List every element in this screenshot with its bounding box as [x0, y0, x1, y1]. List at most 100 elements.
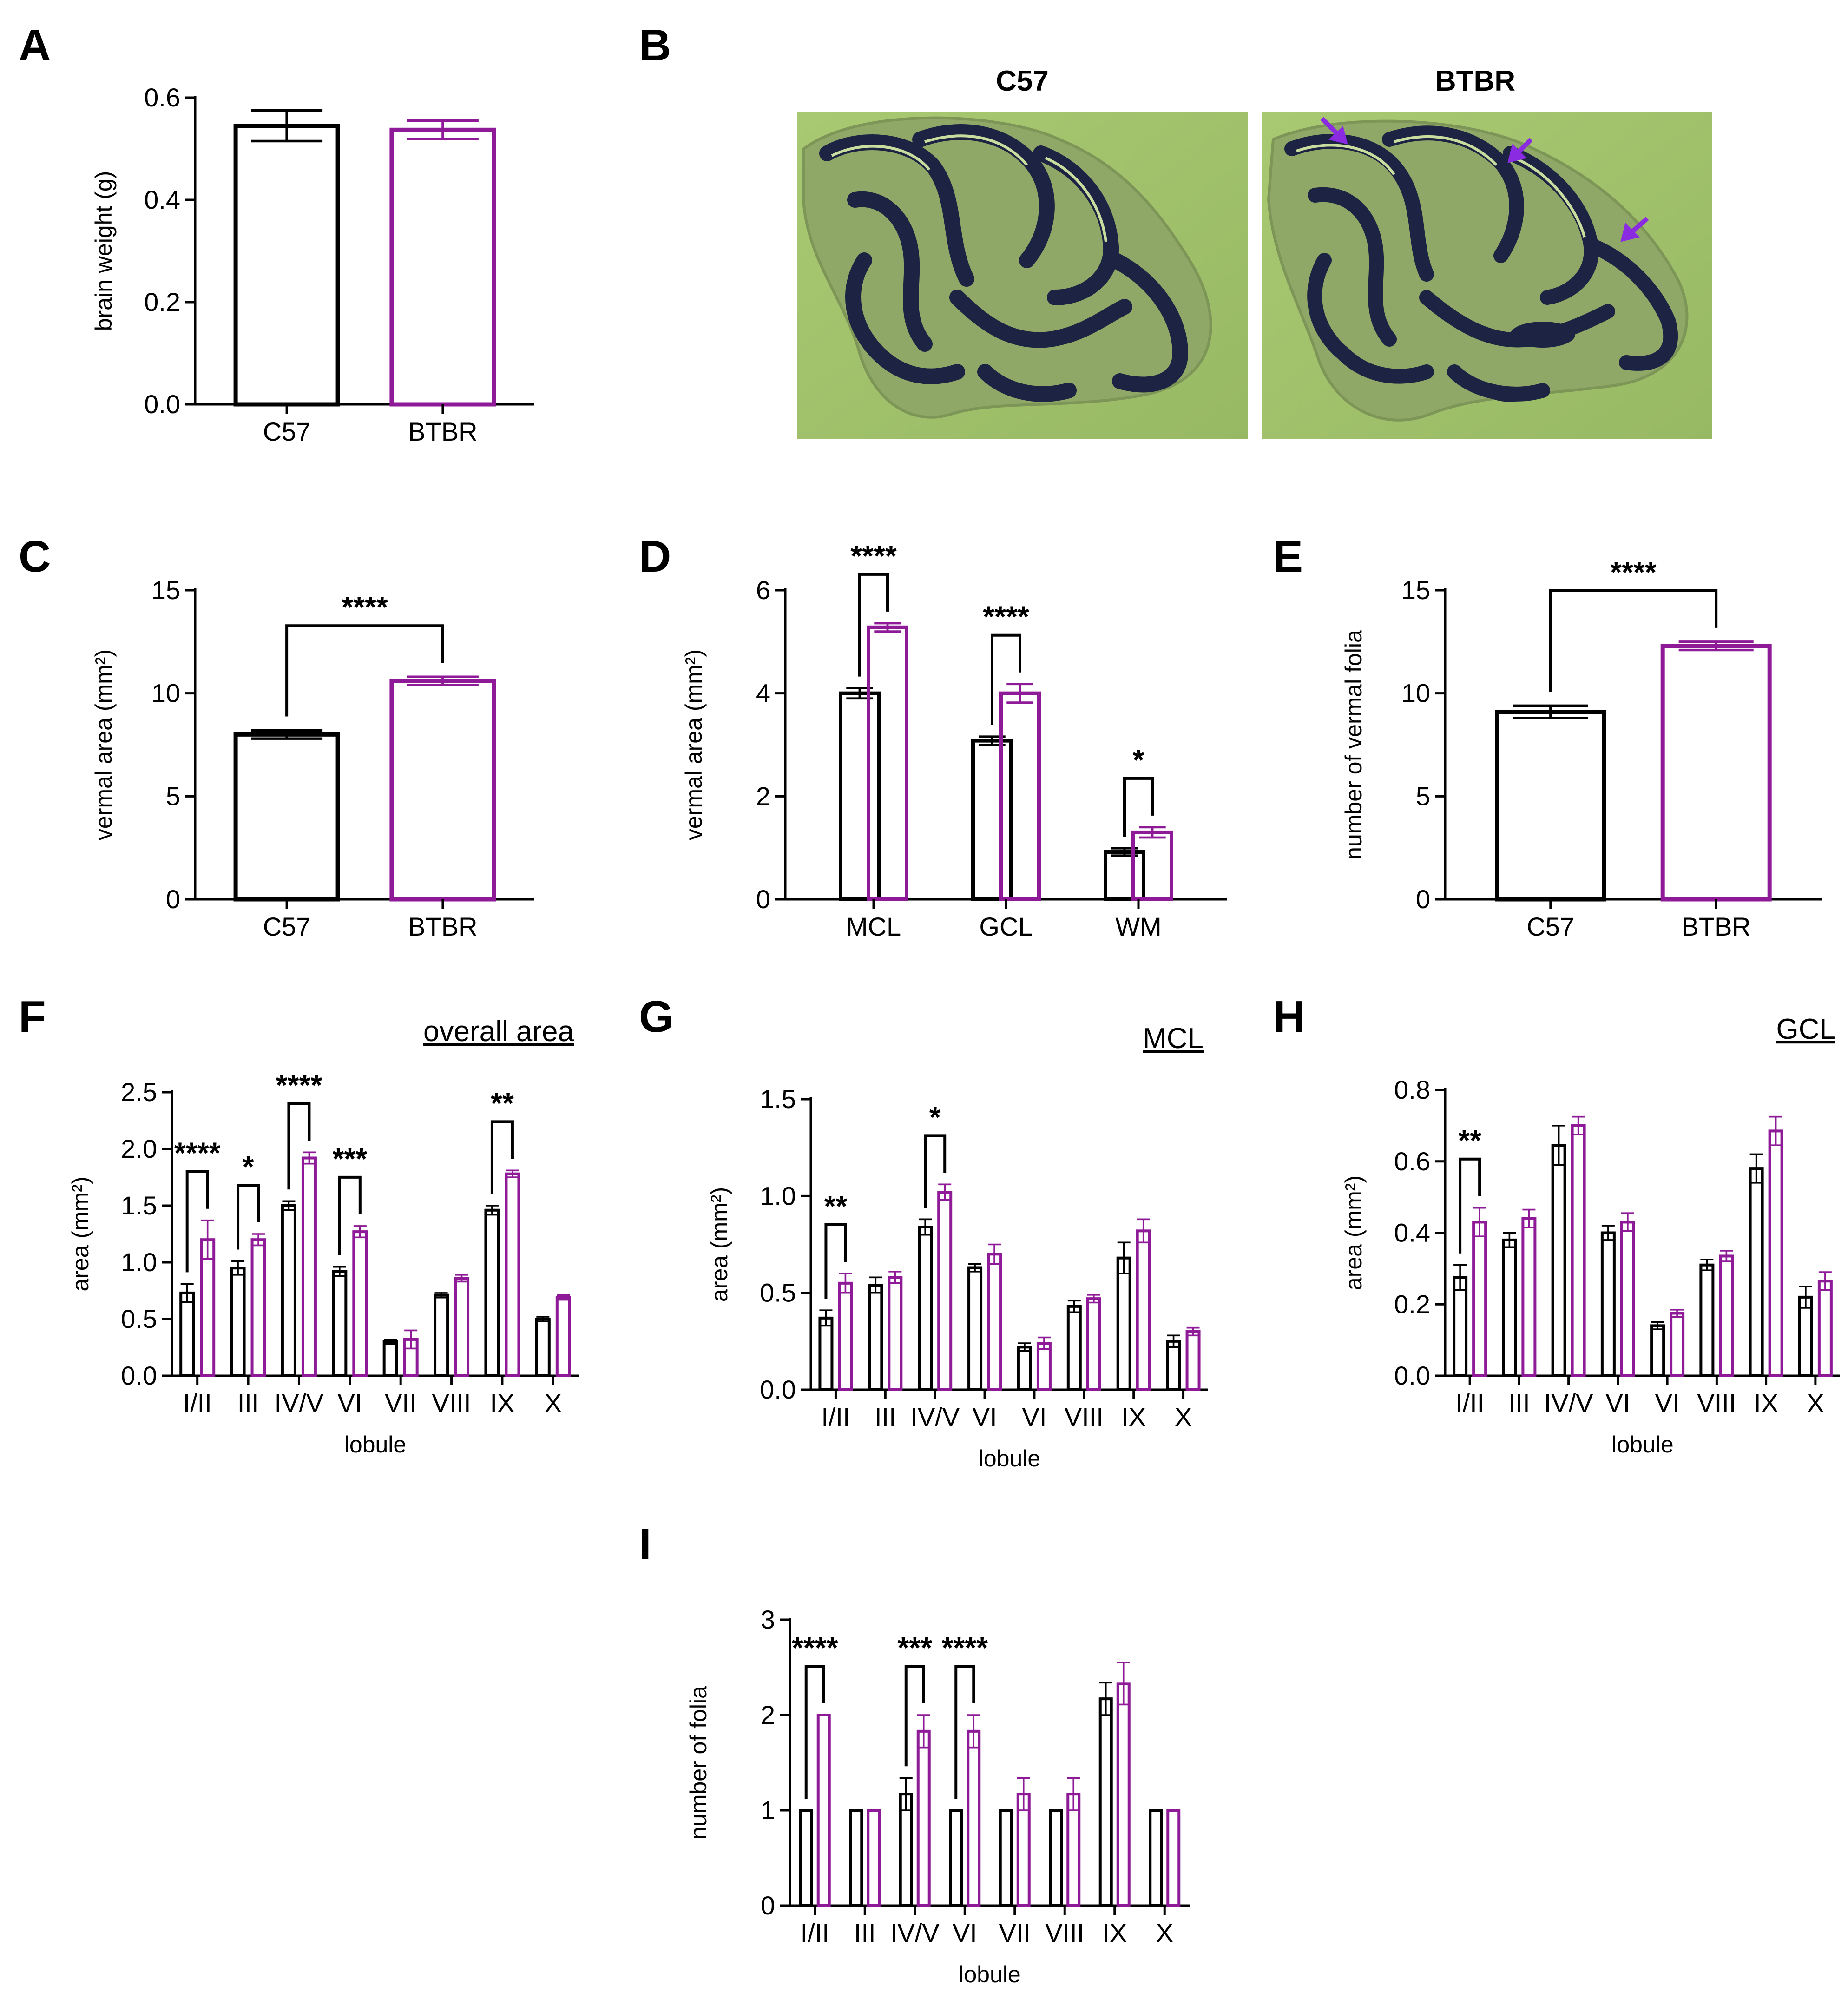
significance-label: *: [929, 1100, 941, 1134]
y-axis-label: area (mm²): [706, 1187, 732, 1302]
bar: [1116, 1682, 1131, 1907]
x-tick-label: MCL: [846, 912, 901, 941]
significance-bracket: [287, 1102, 311, 1190]
x-tick-label: X: [1175, 1402, 1192, 1432]
x-tick-label: VIII: [432, 1388, 471, 1418]
significance-label: ****: [342, 590, 388, 624]
significance-bracket: [490, 1120, 514, 1194]
y-tick-label: 10: [151, 679, 180, 708]
bar: [1149, 1809, 1163, 1907]
panel-letter-f: F: [19, 992, 46, 1042]
x-tick-label: IX: [1121, 1402, 1146, 1432]
significance-label: **: [1458, 1124, 1481, 1157]
x-tick-label: IV/V: [1544, 1388, 1593, 1418]
bar: [967, 1266, 983, 1391]
x-tick-label: VI: [973, 1402, 997, 1432]
bar: [1036, 1342, 1052, 1391]
x-tick-label: X: [1156, 1918, 1173, 1947]
x-axis-label: lobule: [1611, 1432, 1673, 1458]
x-tick-label: VI: [1655, 1388, 1680, 1418]
bar: [816, 1714, 831, 1907]
bar: [434, 1293, 449, 1378]
y-tick-label: 0.5: [760, 1278, 796, 1307]
significance-bracket: [237, 1184, 260, 1250]
bar: [1670, 1312, 1685, 1377]
y-tick-label: 4: [756, 679, 770, 708]
panel-letter-g: G: [639, 992, 674, 1042]
y-axis-label: vermal area (mm²): [681, 649, 707, 840]
arrow-icon: [1507, 138, 1533, 163]
bar: [1131, 830, 1173, 901]
y-tick-label: 0.0: [144, 389, 180, 419]
x-tick-label: BTBR: [408, 417, 477, 446]
significance-bracket: [924, 1134, 947, 1208]
bar: [949, 1809, 963, 1907]
y-axis-label: number of vermal folia: [1341, 630, 1367, 860]
bar: [799, 1809, 813, 1907]
arrow-icon: [1320, 117, 1348, 145]
panel-letter-e: E: [1273, 532, 1303, 581]
bar: [454, 1277, 470, 1377]
bar: [1453, 1276, 1468, 1377]
arrow-icon: [1620, 217, 1649, 242]
y-tick-label: 0.0: [760, 1375, 796, 1404]
bar: [888, 1276, 903, 1391]
x-axis-label: lobule: [959, 1961, 1020, 1987]
x-tick-label: IX: [490, 1388, 514, 1418]
bar: [1066, 1305, 1082, 1391]
x-tick-label: III: [237, 1388, 259, 1418]
bar: [849, 1809, 863, 1907]
significance-bracket: [1459, 1157, 1481, 1254]
bar: [1098, 1697, 1113, 1907]
y-tick-label: 15: [151, 575, 180, 605]
bar: [1017, 1346, 1032, 1391]
bar: [233, 732, 340, 902]
significance-bracket: [804, 1665, 825, 1799]
bar: [867, 625, 908, 902]
bar: [1521, 1217, 1537, 1377]
bar: [1116, 1256, 1131, 1392]
bar: [937, 1191, 953, 1391]
x-tick-label: VIII: [1065, 1402, 1104, 1432]
bar: [1768, 1129, 1783, 1377]
y-tick-label: 0.8: [1394, 1075, 1430, 1104]
x-tick-label: VII: [385, 1388, 416, 1418]
y-tick-label: 10: [1401, 679, 1430, 708]
significance-label: ***: [897, 1631, 932, 1664]
y-tick-label: 0: [756, 884, 770, 914]
bar: [1166, 1340, 1181, 1391]
y-axis-label: brain weight (g): [91, 171, 117, 331]
x-tick-label: BTBR: [408, 912, 477, 941]
y-tick-label: 0.2: [144, 287, 180, 317]
significance-label: **: [824, 1189, 848, 1223]
bar: [250, 1238, 266, 1377]
bar: [389, 679, 496, 902]
bar: [505, 1172, 520, 1377]
chart-title: GCL: [1776, 1013, 1835, 1045]
x-tick-label: X: [545, 1388, 562, 1418]
significance-bracket: [185, 1170, 209, 1273]
significance-label: ****: [792, 1631, 838, 1664]
panel-letter-c: C: [19, 532, 51, 581]
panel-letter-b: B: [639, 20, 671, 70]
y-tick-label: 1.5: [760, 1084, 796, 1114]
significance-bracket: [824, 1223, 847, 1299]
bar: [233, 124, 340, 407]
bar: [971, 739, 1013, 901]
bar: [867, 1809, 881, 1907]
significance-bracket: [991, 633, 1021, 725]
significance-bracket: [954, 1665, 975, 1799]
x-tick-label: III: [854, 1918, 876, 1947]
bar: [332, 1270, 348, 1378]
bar: [839, 691, 881, 901]
y-tick-label: 6: [756, 575, 770, 605]
y-tick-label: 0: [761, 1891, 775, 1920]
bar: [1719, 1254, 1734, 1377]
significance-label: ****: [850, 539, 897, 573]
y-tick-label: 2.0: [121, 1134, 157, 1163]
bar: [200, 1238, 216, 1377]
x-tick-label: C57: [1526, 912, 1574, 941]
significance-bracket: [858, 573, 889, 677]
bar: [535, 1318, 551, 1377]
significance-bracket: [904, 1665, 925, 1767]
